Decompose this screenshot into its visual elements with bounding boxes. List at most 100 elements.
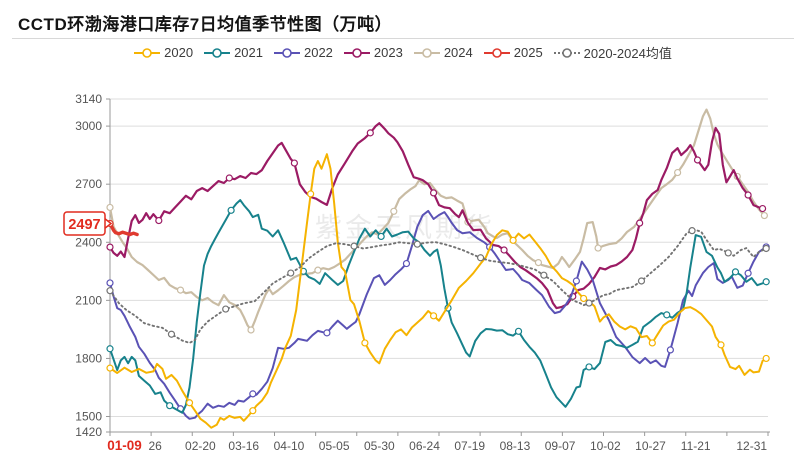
marker-2020 xyxy=(185,399,194,407)
x-axis-label-11-21: 11-21 xyxy=(681,439,711,453)
marker-2023 xyxy=(366,129,374,137)
marker-2022 xyxy=(572,277,580,285)
marker-2020-2024均值 xyxy=(637,277,646,285)
marker-2022 xyxy=(249,390,257,398)
legend: 2020 2021 2022 2023 2024 2025 2020-2024均值 xyxy=(0,43,806,62)
legend-item-2024[interactable]: 2024 xyxy=(413,45,473,60)
y-axis-label-1500: 1500 xyxy=(75,410,102,424)
marker-2020-2024均值 xyxy=(413,240,421,248)
marker-2023 xyxy=(693,156,702,164)
legend-item-2022[interactable]: 2022 xyxy=(273,45,333,60)
marker-2020 xyxy=(361,339,369,347)
legend-marker-icon xyxy=(553,47,580,58)
x-axis-label-02-20: 02-20 xyxy=(185,439,216,453)
x-axis-label-06-24: 06-24 xyxy=(409,439,440,453)
series-line-2023[interactable] xyxy=(108,122,764,310)
series-2020[interactable] xyxy=(106,153,770,429)
series-2020-2024均值[interactable] xyxy=(106,227,770,344)
legend-item-2020-2024均值[interactable]: 2020-2024均值 xyxy=(553,43,672,62)
marker-2024 xyxy=(534,258,543,267)
marker-2021 xyxy=(227,206,235,214)
marker-2020-2024均值 xyxy=(540,271,548,279)
marker-2024 xyxy=(674,168,682,177)
marker-2021 xyxy=(585,363,593,371)
marker-2020 xyxy=(648,339,656,347)
marker-2020-2024均值 xyxy=(106,287,114,295)
series-line-2024[interactable] xyxy=(108,108,766,332)
marker-2023 xyxy=(429,189,438,197)
series-line-2022[interactable] xyxy=(109,209,768,420)
legend-label-2025: 2025 xyxy=(513,45,543,60)
x-axis-label-12-31: 12-31 xyxy=(736,439,767,453)
x-axis-label-05-30: 05-30 xyxy=(364,439,395,453)
x-axis-label-10-27: 10-27 xyxy=(635,439,666,453)
marker-2024 xyxy=(176,286,185,294)
marker-2020-2024均值 xyxy=(688,227,696,235)
series-2024[interactable] xyxy=(106,108,768,334)
legend-item-2025[interactable]: 2025 xyxy=(483,45,543,60)
legend-item-2020[interactable]: 2020 xyxy=(134,45,193,60)
y-axis-label-3140: 3140 xyxy=(75,92,102,106)
marker-2024 xyxy=(390,207,398,215)
marker-2023 xyxy=(758,204,767,213)
x-axis-label-08-13: 08-13 xyxy=(500,439,531,453)
marker-2020-2024均值 xyxy=(287,269,295,277)
marker-2023 xyxy=(155,216,163,225)
marker-2021 xyxy=(731,268,740,276)
legend-item-2021[interactable]: 2021 xyxy=(204,45,263,60)
y-axis-label-2400: 2400 xyxy=(75,235,102,249)
marker-2023 xyxy=(500,246,508,254)
marker-2022 xyxy=(323,329,331,337)
marker-2021 xyxy=(663,311,671,319)
x-axis-label-10-02: 10-02 xyxy=(590,439,621,453)
x-axis-label-05-05: 05-05 xyxy=(319,439,350,453)
marker-2020 xyxy=(106,364,114,372)
series-2025[interactable] xyxy=(106,219,139,237)
marker-2024 xyxy=(106,203,114,212)
marker-2023 xyxy=(636,219,644,227)
marker-2020-2024均值 xyxy=(167,330,176,338)
marker-2022 xyxy=(402,259,411,268)
marker-2020 xyxy=(429,312,438,320)
marker-2020 xyxy=(509,236,517,244)
legend-marker-icon xyxy=(343,47,370,58)
legend-marker-icon xyxy=(204,47,231,58)
title-divider xyxy=(12,38,794,39)
x-axis-label-09-07: 09-07 xyxy=(545,439,576,453)
series-line-2020[interactable] xyxy=(109,153,768,429)
legend-label-2022: 2022 xyxy=(303,45,333,60)
y-axis-label-2100: 2100 xyxy=(75,293,102,307)
marker-2023 xyxy=(106,243,114,251)
chart-title: CCTD环渤海港口库存7日均值季节性图（万吨） xyxy=(18,15,393,34)
marker-2024 xyxy=(314,266,322,274)
callout-value: 2497 xyxy=(68,217,100,233)
marker-2022 xyxy=(744,269,752,277)
marker-2024 xyxy=(760,211,768,220)
marker-2020 xyxy=(307,190,315,198)
marker-2022 xyxy=(106,279,114,287)
legend-label-2023: 2023 xyxy=(373,45,403,60)
watermark: 紫金天风期货 xyxy=(315,213,495,243)
marker-2021 xyxy=(106,345,114,353)
legend-label-2021: 2021 xyxy=(234,45,263,60)
x-axis-label-07-19: 07-19 xyxy=(454,439,485,453)
legend-marker-icon xyxy=(134,47,161,58)
legend-label-2020-2024均值: 2020-2024均值 xyxy=(583,46,672,61)
marker-2023 xyxy=(744,191,752,199)
series-2023[interactable] xyxy=(106,122,767,310)
series-line-2025[interactable] xyxy=(108,221,139,237)
latest-value-callout: 2497 xyxy=(63,211,113,236)
series-line-2020-2024均值[interactable] xyxy=(109,229,768,344)
callout-box xyxy=(63,211,106,236)
marker-2021 xyxy=(762,278,770,286)
marker-2021 xyxy=(377,232,385,241)
marker-2020-2024均值 xyxy=(585,299,593,307)
y-axis-label-2700: 2700 xyxy=(75,177,102,191)
series-line-2021[interactable] xyxy=(109,199,768,414)
x-axis-label-01-09: 01-09 xyxy=(107,438,142,453)
y-axis-label-1800: 1800 xyxy=(75,351,102,365)
legend-item-2023[interactable]: 2023 xyxy=(343,45,403,60)
marker-2020-2024均值 xyxy=(724,249,732,257)
marker-2020-2024均值 xyxy=(762,244,770,253)
